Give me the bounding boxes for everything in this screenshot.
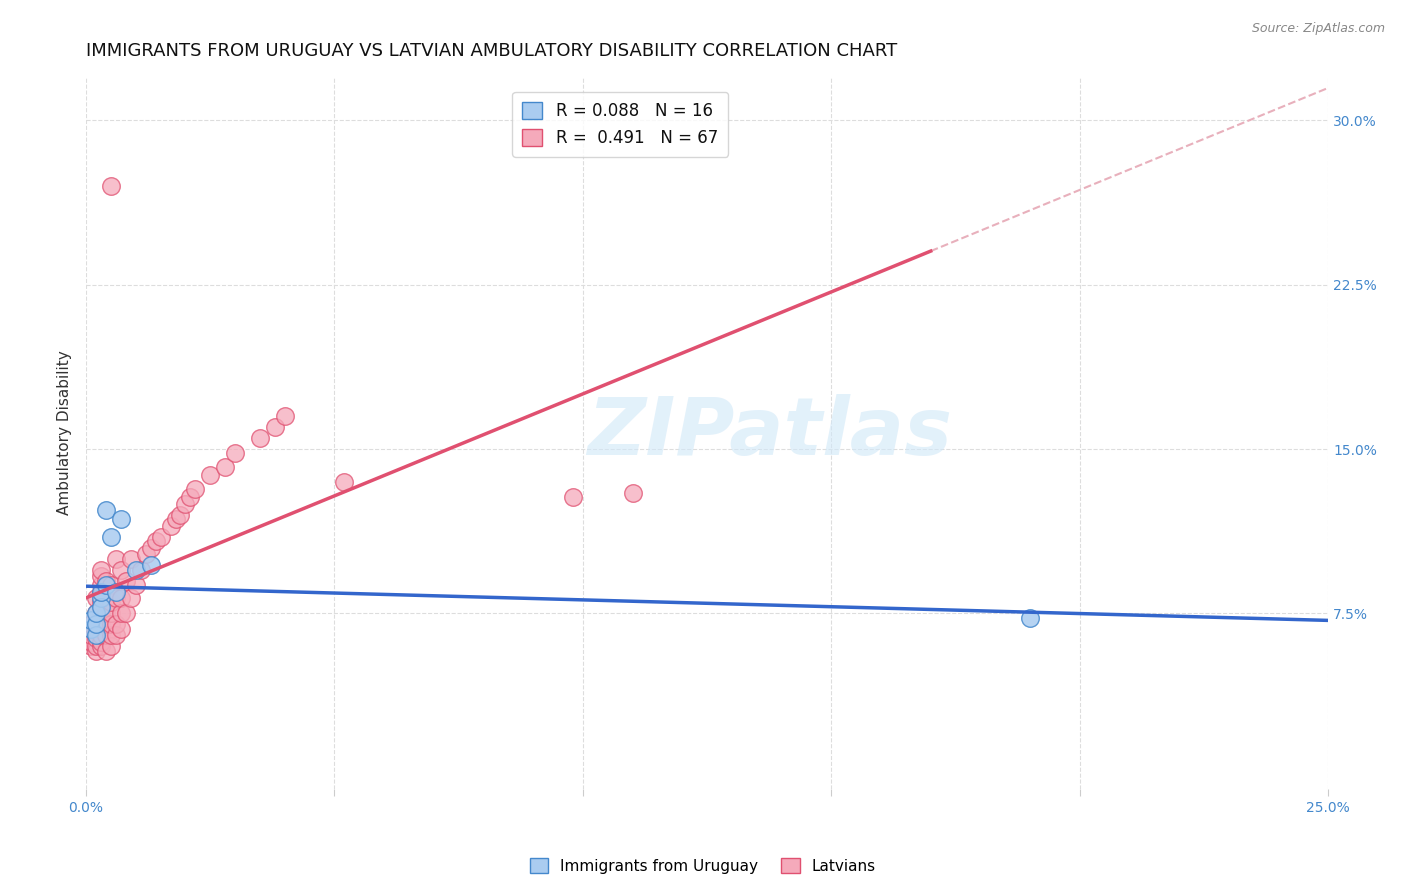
Text: ZIPatlas: ZIPatlas [586, 393, 952, 472]
Point [100, 640, 122, 654]
Point [104, 591, 127, 606]
Point [94, 578, 117, 592]
Legend: Immigrants from Uruguay, Latvians: Immigrants from Uruguay, Latvians [524, 852, 882, 880]
Point [104, 584, 127, 599]
Point [125, 563, 148, 577]
Point [135, 547, 157, 561]
Point [90, 599, 112, 614]
Point [104, 551, 127, 566]
Point [84, 640, 107, 654]
Point [90, 569, 112, 583]
Point [94, 503, 117, 517]
Legend: R = 0.088   N = 16, R =  0.491   N = 67: R = 0.088 N = 16, R = 0.491 N = 67 [512, 92, 728, 157]
Point [90, 595, 112, 609]
Point [84, 591, 107, 606]
Point [94, 628, 117, 642]
Point [84, 622, 107, 636]
Point [104, 617, 127, 632]
Point [84, 628, 107, 642]
Point [114, 607, 136, 621]
Point [149, 530, 172, 544]
Point [100, 617, 122, 632]
Point [100, 530, 122, 544]
Point [100, 628, 122, 642]
Point [80, 617, 103, 632]
Point [104, 628, 127, 642]
Point [94, 574, 117, 588]
Point [1019, 611, 1042, 625]
Point [179, 491, 201, 505]
Point [90, 578, 112, 592]
Point [224, 446, 246, 460]
Point [110, 563, 132, 577]
Point [100, 578, 122, 592]
Y-axis label: Ambulatory Disability: Ambulatory Disability [58, 351, 72, 515]
Point [120, 591, 142, 606]
Text: IMMIGRANTS FROM URUGUAY VS LATVIAN AMBULATORY DISABILITY CORRELATION CHART: IMMIGRANTS FROM URUGUAY VS LATVIAN AMBUL… [86, 42, 897, 60]
Point [80, 635, 103, 649]
Point [90, 628, 112, 642]
Point [90, 563, 112, 577]
Point [94, 643, 117, 657]
Point [159, 518, 181, 533]
Point [100, 607, 122, 621]
Point [90, 617, 112, 632]
Point [94, 617, 117, 632]
Point [94, 591, 117, 606]
Point [249, 431, 271, 445]
Point [84, 617, 107, 632]
Point [120, 551, 142, 566]
Point [200, 468, 222, 483]
Point [214, 459, 236, 474]
Point [84, 631, 107, 645]
Point [621, 486, 644, 500]
Point [114, 574, 136, 588]
Point [110, 622, 132, 636]
Point [90, 640, 112, 654]
Point [84, 607, 107, 621]
Point [90, 591, 112, 606]
Text: Source: ZipAtlas.com: Source: ZipAtlas.com [1251, 22, 1385, 36]
Point [145, 534, 167, 549]
Point [333, 475, 356, 489]
Point [169, 508, 191, 522]
Point [184, 482, 207, 496]
Point [129, 563, 152, 577]
Point [84, 643, 107, 657]
Point [139, 541, 162, 555]
Point [84, 617, 107, 632]
Point [110, 512, 132, 526]
Point [94, 607, 117, 621]
Point [562, 491, 585, 505]
Point [80, 622, 103, 636]
Point [100, 595, 122, 609]
Point [264, 420, 287, 434]
Point [110, 591, 132, 606]
Point [139, 558, 162, 573]
Point [84, 607, 107, 621]
Point [100, 179, 122, 194]
Point [274, 409, 297, 424]
Point [90, 607, 112, 621]
Point [90, 635, 112, 649]
Point [165, 512, 187, 526]
Point [80, 613, 103, 627]
Point [125, 578, 148, 592]
Point [174, 497, 197, 511]
Point [110, 607, 132, 621]
Point [80, 640, 103, 654]
Point [90, 584, 112, 599]
Point [90, 584, 112, 599]
Point [80, 628, 103, 642]
